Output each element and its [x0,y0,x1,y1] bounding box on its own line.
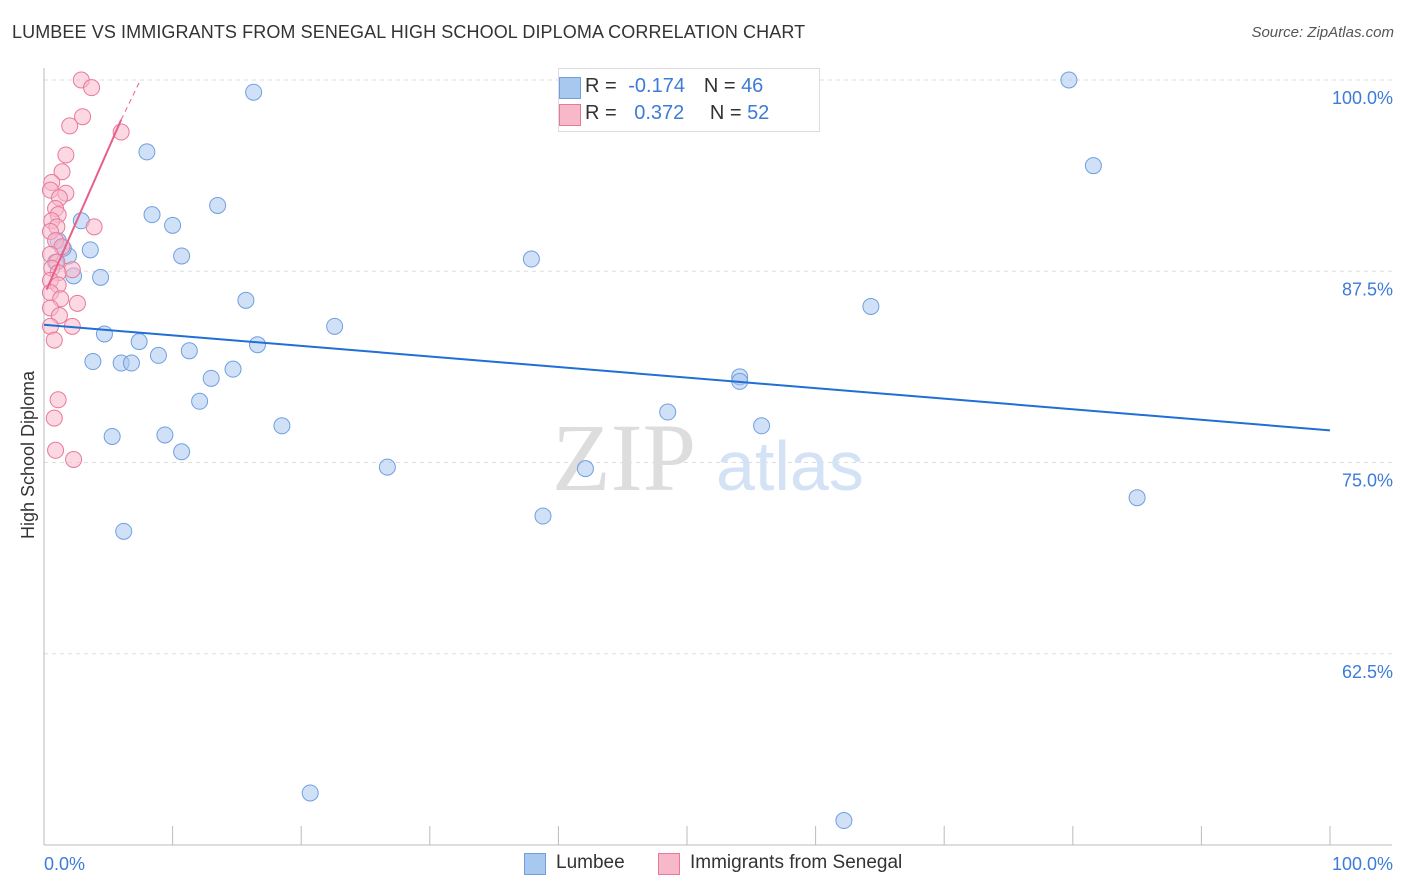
senegal-point [45,331,63,349]
senegal-point [85,218,103,236]
legend-item-senegal: Immigrants from Senegal [658,852,903,875]
senegal-point [74,108,92,126]
legend-row-senegal: R = 0.372 N = 52 [559,102,770,126]
y-tick-label: 100.0% [1332,88,1393,108]
senegal-point [61,117,79,135]
lumbee-trendline [43,323,1331,432]
watermark-atlas: atlas [716,427,864,505]
lumbee-point [301,784,319,802]
legend-row-lumbee: R = -0.174 N = 46 [559,75,764,99]
r-value: 0.372 [634,102,685,124]
lumbee-point [138,143,156,161]
x-tick-label: 0.0% [44,854,85,874]
n-value: 46 [741,75,764,97]
r-label: R = [585,75,617,97]
pink-swatch [658,853,680,875]
lumbee-point [84,353,102,371]
senegal-point [47,441,65,459]
y-tick-label: 62.5% [1342,662,1393,682]
lumbee-point [248,336,266,354]
y-tick-label: 87.5% [1342,279,1393,299]
lumbee-point [862,297,880,315]
n-value: 52 [747,102,770,124]
lumbee-point [156,426,174,444]
legend-label: Immigrants from Senegal [690,852,903,873]
lumbee-point [753,417,771,435]
senegal-point [45,409,63,427]
senegal-point [65,450,83,468]
pink-swatch [559,104,581,126]
lumbee-point [180,342,198,360]
lumbee-point [1128,489,1146,507]
y-tick-label: 75.0% [1342,471,1393,491]
lumbee-point [522,250,540,268]
lumbee-point [1084,157,1102,175]
lumbee-point [273,417,291,435]
r-value: -0.174 [628,75,685,97]
lumbee-point [534,507,552,525]
lumbee-point [191,392,209,410]
stats-legend: R = -0.174 N = 46 R = 0.372 N = 52 [558,68,820,132]
n-label: N = [703,75,736,97]
n-label: N = [709,102,742,124]
lumbee-point [237,291,255,309]
lumbee-point [115,522,133,540]
senegal-point [68,294,86,312]
lumbee-point [103,427,121,445]
senegal-point [49,391,67,409]
lumbee-point [130,333,148,351]
lumbee-point [164,216,182,234]
blue-swatch [524,853,546,875]
lumbee-point [326,317,344,335]
source-label: Source: ZipAtlas.com [1251,24,1394,41]
lumbee-point [209,196,227,214]
watermark-zip: ZIP [552,404,696,511]
lumbee-point [202,369,220,387]
r-label: R = [585,102,617,124]
lumbee-point [173,443,191,461]
legend-label: Lumbee [556,852,625,873]
lumbee-point [122,354,140,372]
lumbee-point [173,247,191,265]
lumbee-point [245,83,263,101]
senegal-point [83,79,101,97]
lumbee-point [81,241,99,259]
lumbee-point [143,206,161,224]
lumbee-point [149,346,167,364]
senegal-trendline-extension [120,79,141,120]
legend-item-lumbee: Lumbee [524,852,625,875]
lumbee-point [224,360,242,378]
lumbee-point [576,460,594,478]
lumbee-point [835,812,853,830]
x-tick-label: 100.0% [1332,854,1393,874]
lumbee-point [659,403,677,421]
senegal-point [57,146,75,164]
lumbee-point [1060,71,1078,89]
blue-swatch [559,77,581,99]
senegal-point [63,261,81,279]
lumbee-point [378,458,396,476]
senegal-point [53,163,71,181]
y-axis-label: High School Diploma [18,370,38,539]
lumbee-point [92,268,110,286]
chart-title: LUMBEE VS IMMIGRANTS FROM SENEGAL HIGH S… [12,22,806,42]
senegal-trendline [45,119,123,291]
